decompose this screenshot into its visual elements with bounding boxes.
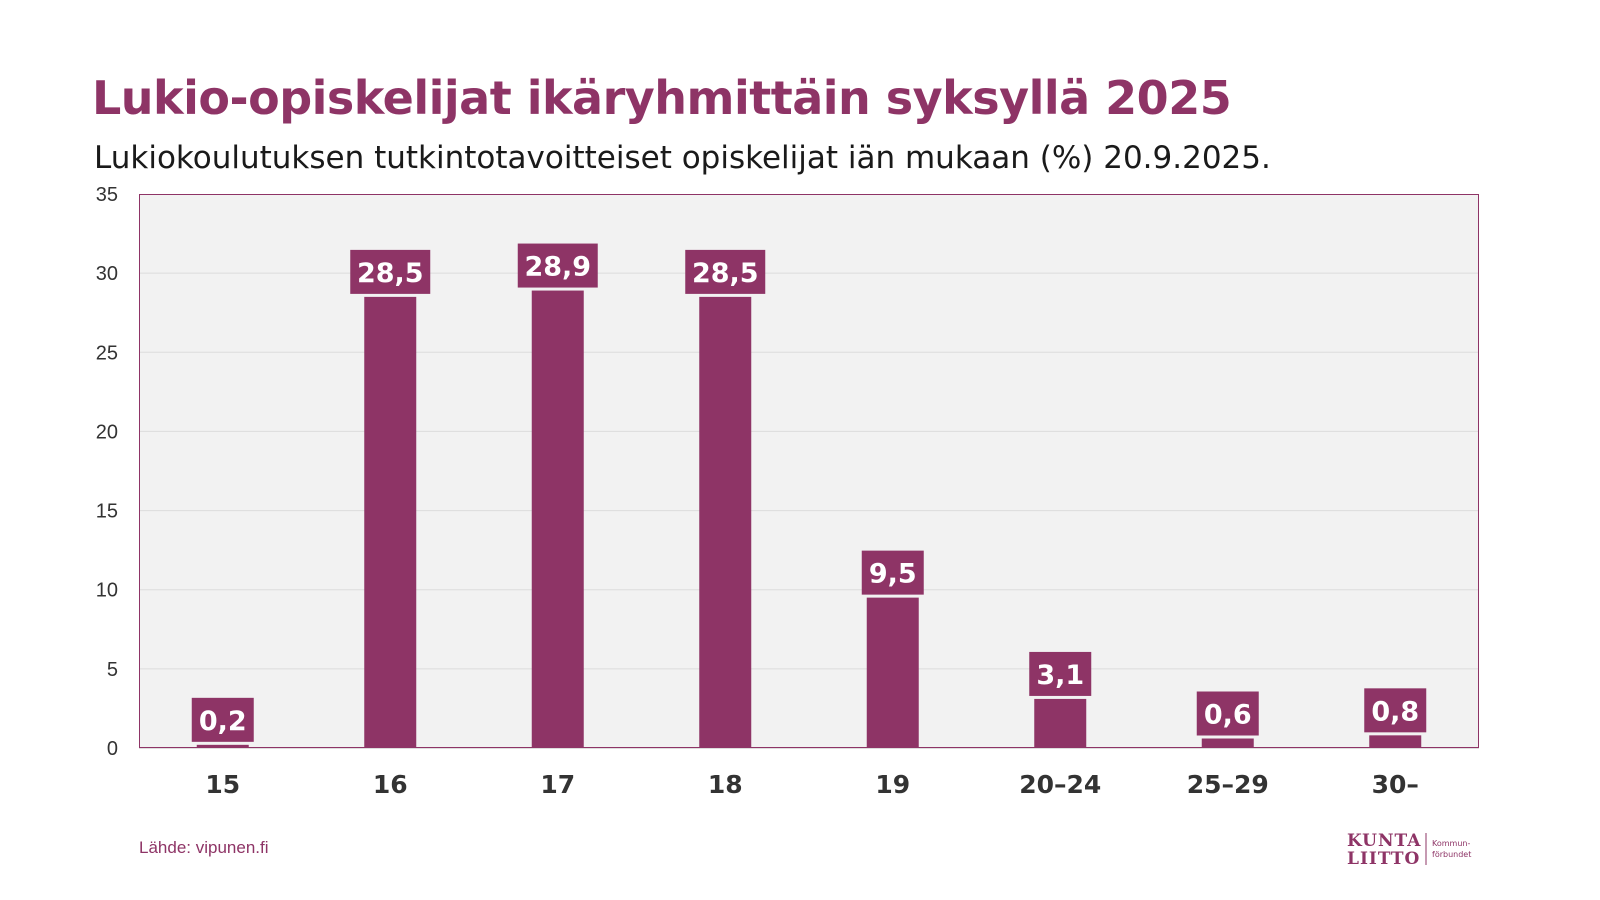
bar-20–24 xyxy=(1034,698,1087,748)
value-labels: 0,2 28,5 28,9 28,5 9,5 3,1 0,6 0,8 xyxy=(191,243,1427,742)
y-tick-label-35: 35 xyxy=(96,184,118,206)
value-label-16: 28,5 xyxy=(357,258,424,289)
x-axis-tick-labels: 15 16 17 18 19 20–24 25–29 30– xyxy=(205,770,1419,799)
y-tick-label-25: 25 xyxy=(96,342,118,364)
logo-side-1: Kommun- xyxy=(1432,839,1470,848)
logo-line-2: LIITTO xyxy=(1347,849,1420,869)
value-label-18: 28,5 xyxy=(692,258,759,289)
x-tick-label-20–24: 20–24 xyxy=(1019,770,1101,799)
chart-subtitle: Lukiokoulutuksen tutkintotavoitteiset op… xyxy=(94,140,1271,176)
x-tick-label-30–: 30– xyxy=(1372,770,1419,799)
y-tick-label-20: 20 xyxy=(96,421,118,443)
bar-30– xyxy=(1369,735,1422,748)
kuntaliitto-logo: KUNTA LIITTO Kommun- förbundet xyxy=(1347,831,1471,869)
value-label-box-15 xyxy=(191,697,254,742)
bar-15 xyxy=(196,744,249,748)
bar-17 xyxy=(531,290,584,748)
bar-16 xyxy=(364,296,417,748)
x-tick-label-18: 18 xyxy=(708,770,743,799)
value-label-19: 9,5 xyxy=(869,559,917,590)
source-note: Lähde: vipunen.fi xyxy=(139,838,269,857)
x-tick-label-19: 19 xyxy=(875,770,910,799)
bar-19 xyxy=(866,597,919,748)
value-label-box-30– xyxy=(1364,688,1427,733)
logo-line-1: KUNTA xyxy=(1347,831,1421,851)
y-axis-tick-labels: 0 5 10 15 20 25 30 35 xyxy=(96,184,118,760)
y-tick-label-15: 15 xyxy=(96,501,118,523)
value-label-box-16 xyxy=(350,249,431,294)
y-tick-label-10: 10 xyxy=(96,580,118,602)
x-tick-label-16: 16 xyxy=(373,770,408,799)
value-label-25–29: 0,6 xyxy=(1204,700,1252,731)
value-label-box-18 xyxy=(685,249,766,294)
logo-side-2: förbundet xyxy=(1432,850,1471,859)
x-tick-label-25–29: 25–29 xyxy=(1187,770,1269,799)
value-label-30–: 0,8 xyxy=(1371,696,1419,727)
value-label-box-20–24 xyxy=(1029,651,1092,696)
x-tick-label-17: 17 xyxy=(540,770,575,799)
value-label-20–24: 3,1 xyxy=(1036,660,1084,691)
x-tick-label-15: 15 xyxy=(205,770,240,799)
bar-18 xyxy=(699,296,752,748)
y-tick-label-0: 0 xyxy=(107,738,118,760)
value-label-17: 28,9 xyxy=(524,252,591,283)
chart-title: Lukio-opiskelijat ikäryhmittäin syksyllä… xyxy=(92,71,1232,125)
value-label-box-25–29 xyxy=(1196,691,1259,736)
bars xyxy=(196,290,1422,748)
value-label-box-19 xyxy=(861,550,924,595)
y-tick-label-5: 5 xyxy=(107,659,118,681)
plot-area xyxy=(139,194,1479,748)
plot-border xyxy=(139,194,1479,748)
bar-25–29 xyxy=(1201,738,1254,748)
value-label-15: 0,2 xyxy=(199,706,247,737)
y-tick-label-30: 30 xyxy=(96,263,118,285)
value-label-box-17 xyxy=(517,243,598,288)
